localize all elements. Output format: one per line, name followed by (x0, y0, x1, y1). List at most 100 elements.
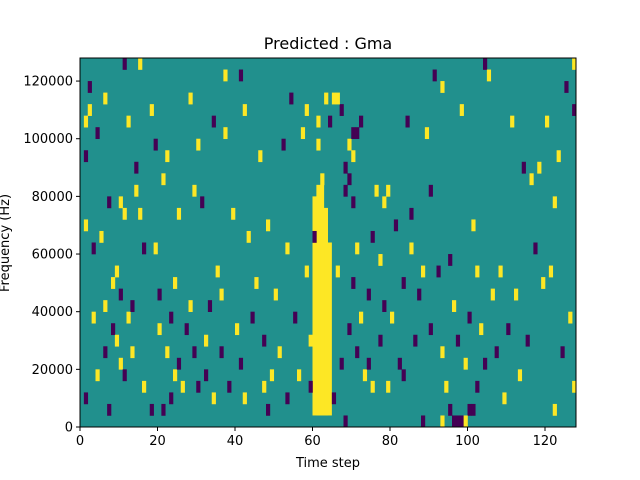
heatmap-cell (297, 369, 302, 382)
heatmap-cell (397, 357, 402, 370)
y-tick-label: 120000 (23, 75, 73, 90)
heatmap-cell (343, 415, 348, 428)
heatmap-cell (405, 115, 410, 128)
y-tick-label: 20000 (32, 363, 73, 378)
heatmap-cell (517, 369, 523, 382)
heatmap-cell (223, 69, 228, 82)
heatmap-cell (552, 403, 557, 416)
heatmap-cell (118, 357, 123, 370)
heatmap-cell (359, 311, 364, 324)
heatmap-cell (362, 369, 368, 382)
heatmap-cell (533, 242, 538, 255)
heatmap-cell (455, 415, 461, 428)
heatmap-cell (537, 161, 542, 174)
heatmap-cell (99, 230, 104, 243)
heatmap-cell (370, 230, 375, 243)
y-tick-label: 80000 (32, 190, 73, 205)
heatmap-cell (374, 184, 379, 197)
heatmap-cell (188, 300, 193, 312)
heatmap-cell (568, 311, 573, 324)
heatmap-cell (366, 288, 371, 301)
plot-area (80, 58, 577, 428)
x-axis: 0 20 40 60 80 100 120 (76, 427, 558, 449)
x-tick-label: 100 (455, 434, 480, 449)
heatmap-cell (277, 346, 282, 359)
heatmap-cell (285, 242, 290, 255)
heatmap-cell (444, 380, 449, 393)
heatmap-cell (246, 230, 251, 243)
heatmap-cell (223, 127, 228, 140)
heatmap-cell (196, 380, 201, 393)
heatmap-cell (238, 69, 244, 82)
heatmap-cell (192, 184, 197, 197)
heatmap-cell (521, 161, 526, 174)
heatmap-cell (114, 265, 120, 278)
heatmap-cell (413, 334, 418, 347)
heatmap-cell (308, 380, 313, 393)
x-tick-label: 0 (76, 434, 84, 449)
heatmap-cell (157, 323, 162, 336)
heatmap-cell (448, 403, 453, 416)
heatmap-cell (285, 392, 290, 405)
heatmap-cell (432, 69, 437, 82)
heatmap-cell (242, 392, 247, 405)
heatmap-cell (355, 242, 360, 255)
heatmap-cell (238, 357, 244, 370)
heatmap-cell (219, 288, 224, 301)
heatmap-cell (529, 173, 534, 186)
heatmap-cell (111, 277, 116, 289)
heatmap-cell (250, 311, 255, 324)
heatmap-cell (134, 161, 139, 174)
heatmap-cell (448, 254, 453, 266)
heatmap-cell (83, 150, 89, 163)
heatmap-cell (483, 357, 488, 370)
heatmap-cell (211, 392, 216, 405)
heatmap-cell (347, 138, 352, 151)
heatmap-cell (316, 115, 321, 128)
y-axis: 0 20000 40000 60000 80000 100000 120000 (23, 75, 80, 436)
heatmap-cell (114, 334, 120, 347)
heatmap-cell (138, 58, 143, 70)
heatmap-cell (506, 323, 511, 336)
heatmap-cell (572, 58, 577, 70)
heatmap-cell (138, 207, 143, 220)
heatmap-cell (471, 219, 476, 232)
heatmap-cell (572, 104, 577, 116)
heatmap-cell (207, 300, 213, 312)
heatmap-cell (188, 92, 193, 105)
heatmap-cell (118, 196, 123, 209)
heatmap-cell (122, 369, 127, 382)
heatmap-cell (149, 104, 154, 116)
heatmap-cell (440, 81, 445, 93)
heatmap-cell (95, 127, 100, 140)
heatmap-cell (227, 380, 232, 393)
heatmap-cell (316, 138, 321, 151)
heatmap-cell (339, 357, 344, 370)
heatmap-cell (173, 277, 178, 289)
heatmap-cell (455, 334, 461, 347)
x-tick-label: 120 (533, 434, 558, 449)
heatmap-cell (452, 300, 457, 312)
heatmap-cell (483, 58, 488, 70)
heatmap-cell (335, 92, 340, 105)
heatmap-cell (281, 138, 286, 151)
x-tick-label: 60 (304, 434, 321, 449)
heatmap-cell (564, 81, 569, 93)
heatmap-cell (204, 334, 209, 347)
heatmap-cell (370, 380, 375, 393)
heatmap-cell (552, 196, 557, 209)
heatmap-band (324, 242, 332, 416)
heatmap-cell (173, 369, 178, 382)
heatmap-cell (153, 242, 158, 255)
heatmap-cell (269, 369, 275, 382)
heatmap-cell (378, 334, 383, 347)
heatmap-cell (343, 161, 348, 174)
heatmap-cell (382, 196, 387, 209)
heatmap-cell (343, 184, 348, 197)
heatmap-cell (560, 346, 565, 359)
heatmap-cell (440, 415, 445, 428)
heatmap-cell (266, 219, 271, 232)
heatmap-cell (335, 265, 340, 278)
heatmap-cell (347, 173, 352, 186)
heatmap-cell (428, 184, 433, 197)
